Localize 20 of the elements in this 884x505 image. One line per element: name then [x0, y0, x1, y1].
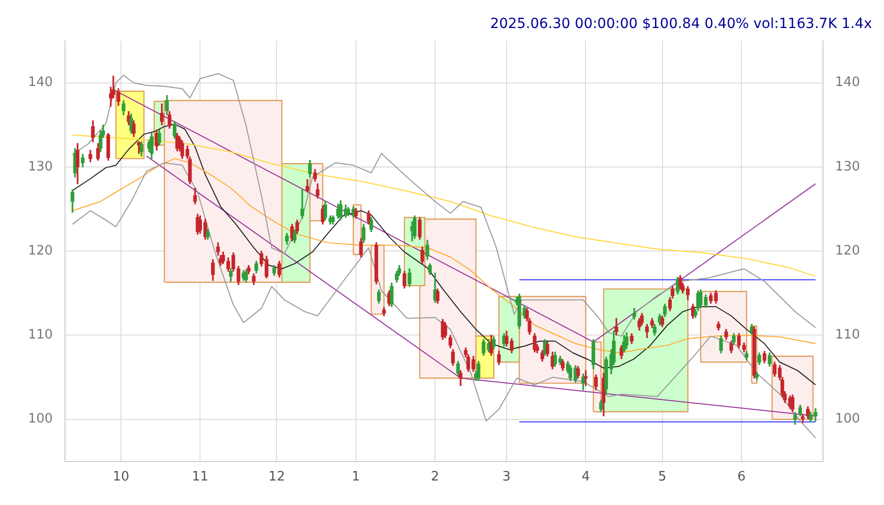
y-tick-label: 120: [28, 243, 53, 258]
x-tick-label: 12: [268, 470, 286, 485]
x-tick-label: 2: [430, 470, 440, 485]
y2-tick-label: 100: [835, 412, 860, 427]
x-tick-label: 5: [658, 470, 666, 485]
chart-title: 2025.06.30 00:00:00 $100.84 0.40% vol:1163.7K 1.4x: [490, 16, 872, 32]
x-tick-label: 6: [737, 470, 746, 485]
x-tick-label: 3: [502, 470, 511, 485]
y2-tick-label: 120: [835, 243, 860, 258]
x-tick-label: 1: [352, 470, 360, 485]
y-tick-label: 100: [28, 412, 53, 427]
x-tick-label: 4: [582, 470, 590, 485]
x-tick-label: 10: [112, 470, 130, 485]
y-tick-label: 110: [28, 328, 53, 343]
y2-tick-label: 110: [835, 328, 860, 343]
y-tick-label: 130: [28, 159, 53, 174]
y2-tick-label: 130: [835, 159, 860, 174]
y-tick-label: 140: [28, 75, 53, 90]
x-tick-label: 11: [192, 470, 208, 485]
y2-tick-label: 140: [835, 75, 860, 90]
